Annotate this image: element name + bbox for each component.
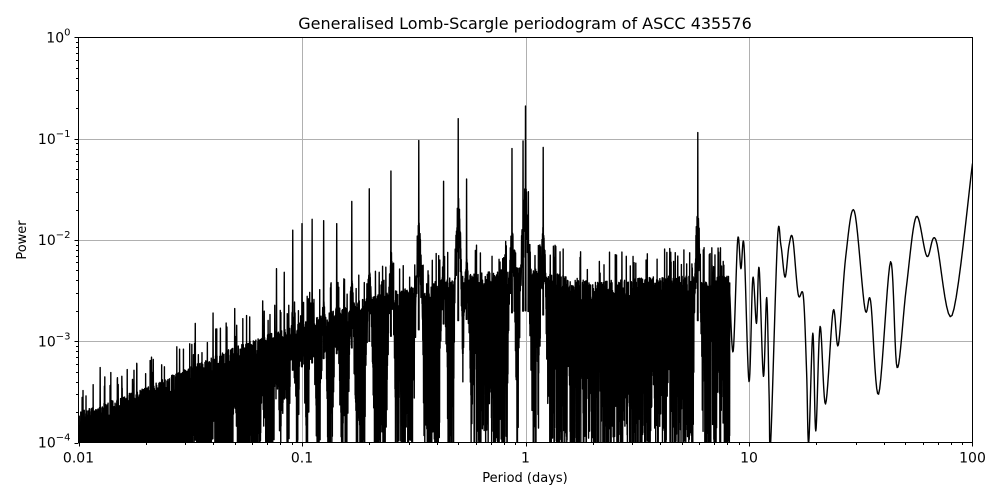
- y-tick-label: 10−4: [38, 433, 71, 452]
- x-tick-label: 10: [740, 451, 758, 467]
- y-tick-label: 10−1: [38, 129, 71, 148]
- x-tick-label: 0.1: [291, 451, 313, 467]
- power-line: [78, 105, 973, 443]
- x-tick-label: 100: [959, 451, 986, 467]
- y-tick-label: 100: [46, 28, 70, 47]
- x-tick-label: 1: [521, 451, 530, 467]
- y-axis-label: Power: [15, 220, 30, 260]
- y-tick-label: 10−2: [38, 230, 71, 249]
- x-axis-label: Period (days): [482, 471, 568, 486]
- x-tick-label: 0.01: [63, 451, 94, 467]
- y-axis-ticks: 10−4 10−3 10−2 10−1 100: [38, 28, 79, 452]
- y-tick-label: 10−3: [38, 331, 71, 350]
- chart-title: Generalised Lomb-Scargle periodogram of …: [298, 14, 752, 33]
- x-axis-ticks: 0.01 0.1 1 10 100: [63, 442, 986, 467]
- periodogram-series: [78, 105, 973, 443]
